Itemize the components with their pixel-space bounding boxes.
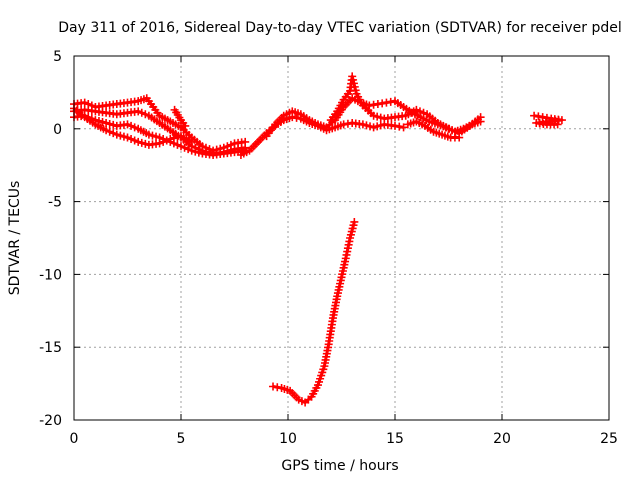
data-point (141, 110, 150, 119)
series-line (272, 221, 356, 405)
data-point (444, 124, 453, 133)
chart-title: Day 311 of 2016, Sidereal Day-to-day VTE… (58, 20, 622, 36)
data-point (162, 136, 171, 145)
data-point (102, 118, 111, 127)
data-point (109, 129, 118, 138)
data-point (419, 108, 428, 117)
y-tick-label: 0 (53, 122, 62, 138)
series-arc-8 (326, 72, 485, 138)
data-point (369, 111, 378, 120)
data-point (130, 123, 139, 132)
data-point (350, 82, 359, 91)
x-tick-label: 20 (493, 431, 511, 447)
series-arc-5 (170, 105, 190, 130)
data-point (351, 86, 360, 95)
data-point (127, 121, 136, 130)
grid (74, 56, 609, 420)
x-tick-label: 0 (70, 431, 79, 447)
data-point (369, 123, 378, 132)
data-point (187, 146, 196, 155)
data-point (137, 108, 146, 117)
data-point (350, 217, 359, 226)
data-point (105, 127, 114, 136)
data-point (137, 138, 146, 147)
x-tick-label: 5 (177, 431, 186, 447)
data-point (112, 130, 121, 139)
data-point (376, 121, 385, 130)
data-point (448, 126, 457, 135)
data-point (194, 148, 203, 157)
x-axis-label: GPS time / hours (281, 458, 398, 474)
y-axis-label: SDTVAR / TECUs (7, 181, 23, 296)
data-point (412, 105, 421, 114)
data-point (184, 145, 193, 154)
axis-ticks: 0 5 10 15 20 25 5 0 -5 -10 -15 -20 (39, 49, 618, 447)
data-point (159, 137, 168, 146)
data-point (366, 122, 375, 131)
x-tick-label: 10 (279, 431, 297, 447)
y-tick-label: -5 (48, 195, 62, 211)
data-point (415, 107, 424, 116)
data-point (376, 113, 385, 122)
data-point (123, 133, 132, 142)
data-point (116, 131, 125, 140)
data-point (177, 142, 185, 151)
data-point (98, 118, 107, 127)
data-point (134, 137, 143, 146)
data-point (155, 139, 164, 148)
data-point (358, 120, 367, 129)
data-point (476, 113, 485, 122)
data-point (144, 130, 153, 139)
data-point (141, 139, 150, 148)
data-point (181, 121, 190, 130)
data-point (127, 134, 136, 143)
series-arc-10 (530, 111, 566, 129)
data-point (102, 126, 111, 135)
data-point (180, 143, 189, 152)
x-tick-label: 25 (600, 431, 618, 447)
data-point (173, 140, 182, 149)
data-layer (70, 72, 566, 407)
series-arc-11 (269, 217, 359, 407)
data-point (348, 72, 357, 81)
y-tick-label: -15 (39, 340, 62, 356)
data-point (553, 120, 562, 129)
data-point (349, 79, 358, 88)
data-point (399, 123, 408, 132)
series-arc-6 (236, 113, 408, 160)
series-arc-9 (403, 117, 464, 142)
data-point (362, 121, 371, 130)
y-tick-label: 5 (53, 49, 62, 65)
data-point (169, 134, 178, 143)
data-point (349, 75, 358, 84)
y-tick-label: -20 (39, 413, 62, 429)
series-arc-4 (70, 104, 196, 149)
data-point (80, 98, 89, 107)
data-point (373, 112, 382, 121)
data-point (109, 120, 118, 129)
data-point (152, 132, 161, 141)
data-point (187, 137, 196, 146)
plot-frame (73, 55, 610, 421)
data-point (119, 132, 128, 141)
data-point (105, 119, 114, 128)
x-tick-label: 15 (386, 431, 404, 447)
data-point (166, 134, 175, 143)
data-point (123, 120, 132, 129)
data-point (191, 147, 200, 156)
data-point (130, 136, 139, 145)
data-point (373, 122, 382, 131)
data-point (148, 131, 157, 140)
data-point (455, 133, 464, 142)
y-tick-label: -10 (39, 267, 62, 283)
data-point (134, 107, 143, 116)
